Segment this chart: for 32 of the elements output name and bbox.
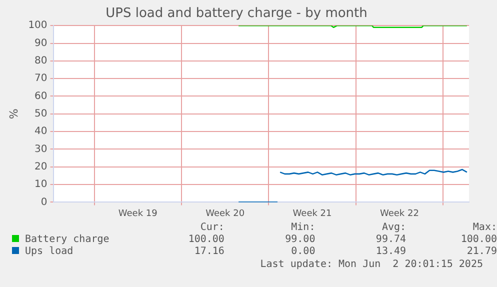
y-tick-label: 0 (40, 196, 48, 208)
y-tick-label: 10 (34, 179, 48, 190)
x-tick-label: Week 21 (292, 208, 332, 219)
y-tick-label: 50 (34, 108, 48, 120)
y-tick-label: 30 (34, 144, 48, 155)
y-tick-label: 90 (34, 38, 48, 49)
y-tick-label: 40 (34, 126, 48, 138)
y-axis-title: % (7, 108, 20, 120)
text: 21.79 (466, 246, 497, 258)
text: Max: (472, 222, 497, 234)
text: 100.00 (460, 234, 497, 246)
text: Last update: Mon Jun 2 20:01:15 2025 (259, 259, 483, 270)
legend-label: Battery charge (24, 234, 110, 246)
y-tick-label: 100 (28, 20, 48, 32)
x-tick-label: Week 20 (206, 208, 245, 219)
y-tick-label: 80 (34, 56, 48, 67)
chart-title: UPS load and battery charge - by month (106, 6, 368, 22)
text: 17.16 (193, 246, 224, 258)
text: 13.49 (374, 246, 406, 258)
text: 99.74 (374, 234, 406, 246)
y-tick-label: 20 (34, 161, 48, 172)
x-tick-label: Week 19 (118, 208, 158, 219)
x-tick-label: Week 22 (380, 208, 419, 219)
y-tick-label: 70 (34, 73, 48, 84)
text: Avg: (380, 222, 406, 234)
text: Cur: (199, 222, 224, 234)
legend-label: Ups load (24, 246, 74, 258)
text: 0.00 (290, 246, 316, 258)
text: Min: (290, 222, 316, 234)
text: 99.00 (284, 234, 316, 246)
y-tick-label: 60 (34, 90, 48, 102)
text: 100.00 (187, 234, 224, 246)
